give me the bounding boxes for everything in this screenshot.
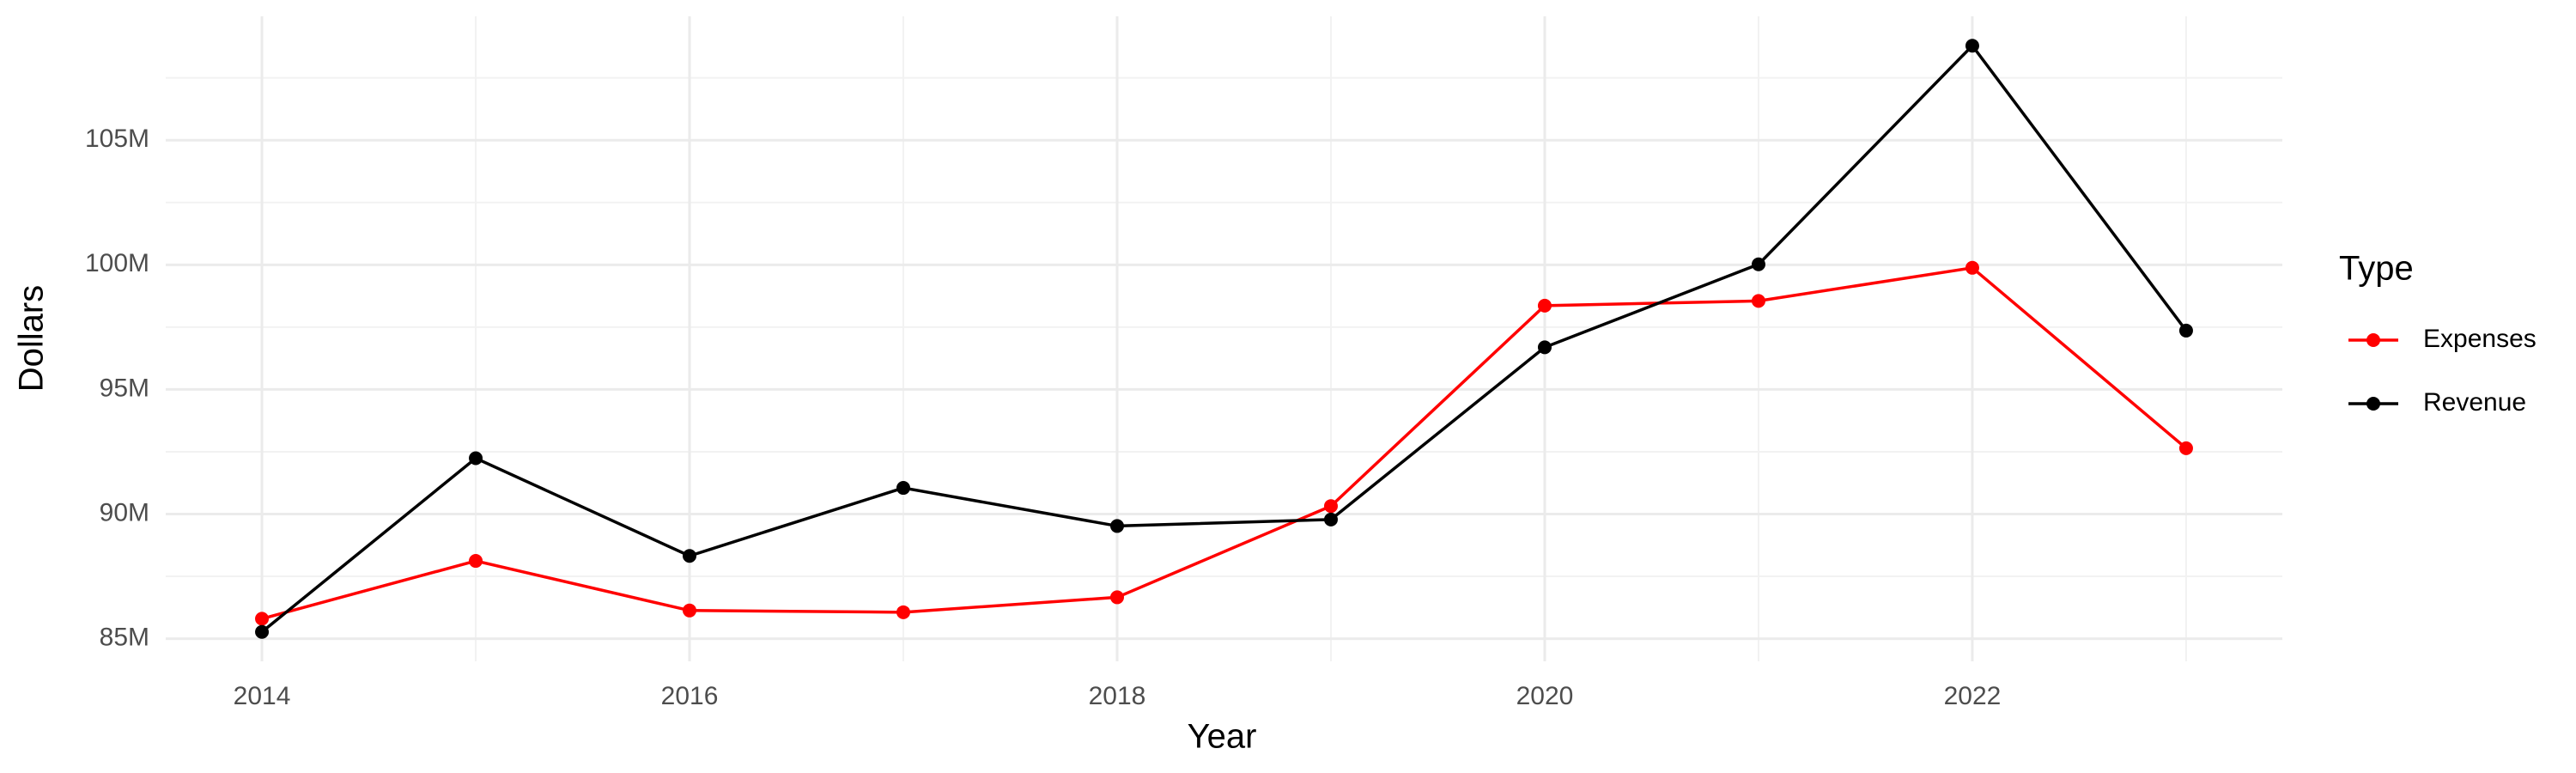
x-tick-label: 2016 [661,682,719,710]
data-point [1110,519,1125,533]
y-tick-label: 85M [100,624,149,652]
data-point [255,624,270,639]
data-point [2178,441,2193,455]
data-point [469,554,483,569]
x-tick-label: 2022 [1944,682,2002,710]
x-tick-label: 2018 [1089,682,1146,710]
y-tick-label: 90M [100,498,149,526]
data-point [2178,323,2193,338]
x-tick-label: 2020 [1516,682,1574,710]
data-point [683,549,697,563]
legend-label: Revenue [2423,388,2526,417]
data-point [896,605,911,619]
data-point [1323,512,1338,526]
data-point [1751,294,1765,308]
y-axis-title: Dollars [13,285,51,392]
legend-marker [2366,397,2380,411]
data-point [1537,340,1552,355]
data-point [1110,590,1125,605]
legend-label: Expenses [2423,325,2537,353]
y-tick-label: 105M [85,125,149,153]
data-point [1965,39,1979,53]
legend-title: Type [2339,250,2414,288]
data-point [255,612,270,626]
data-point [1965,260,1979,275]
series-line [260,43,2188,634]
series-line [261,265,2188,621]
legend-marker [2366,333,2380,347]
data-point [469,451,483,466]
x-axis-title: Year [1188,718,1257,756]
data-point [1537,298,1552,313]
x-tick-label: 2014 [234,682,291,710]
data-point [1323,499,1338,514]
y-tick-label: 100M [85,249,149,277]
data-point [896,481,911,496]
data-point [683,603,697,618]
data-point [1751,257,1765,271]
grid [166,16,2282,661]
y-tick-label: 95M [100,374,149,402]
